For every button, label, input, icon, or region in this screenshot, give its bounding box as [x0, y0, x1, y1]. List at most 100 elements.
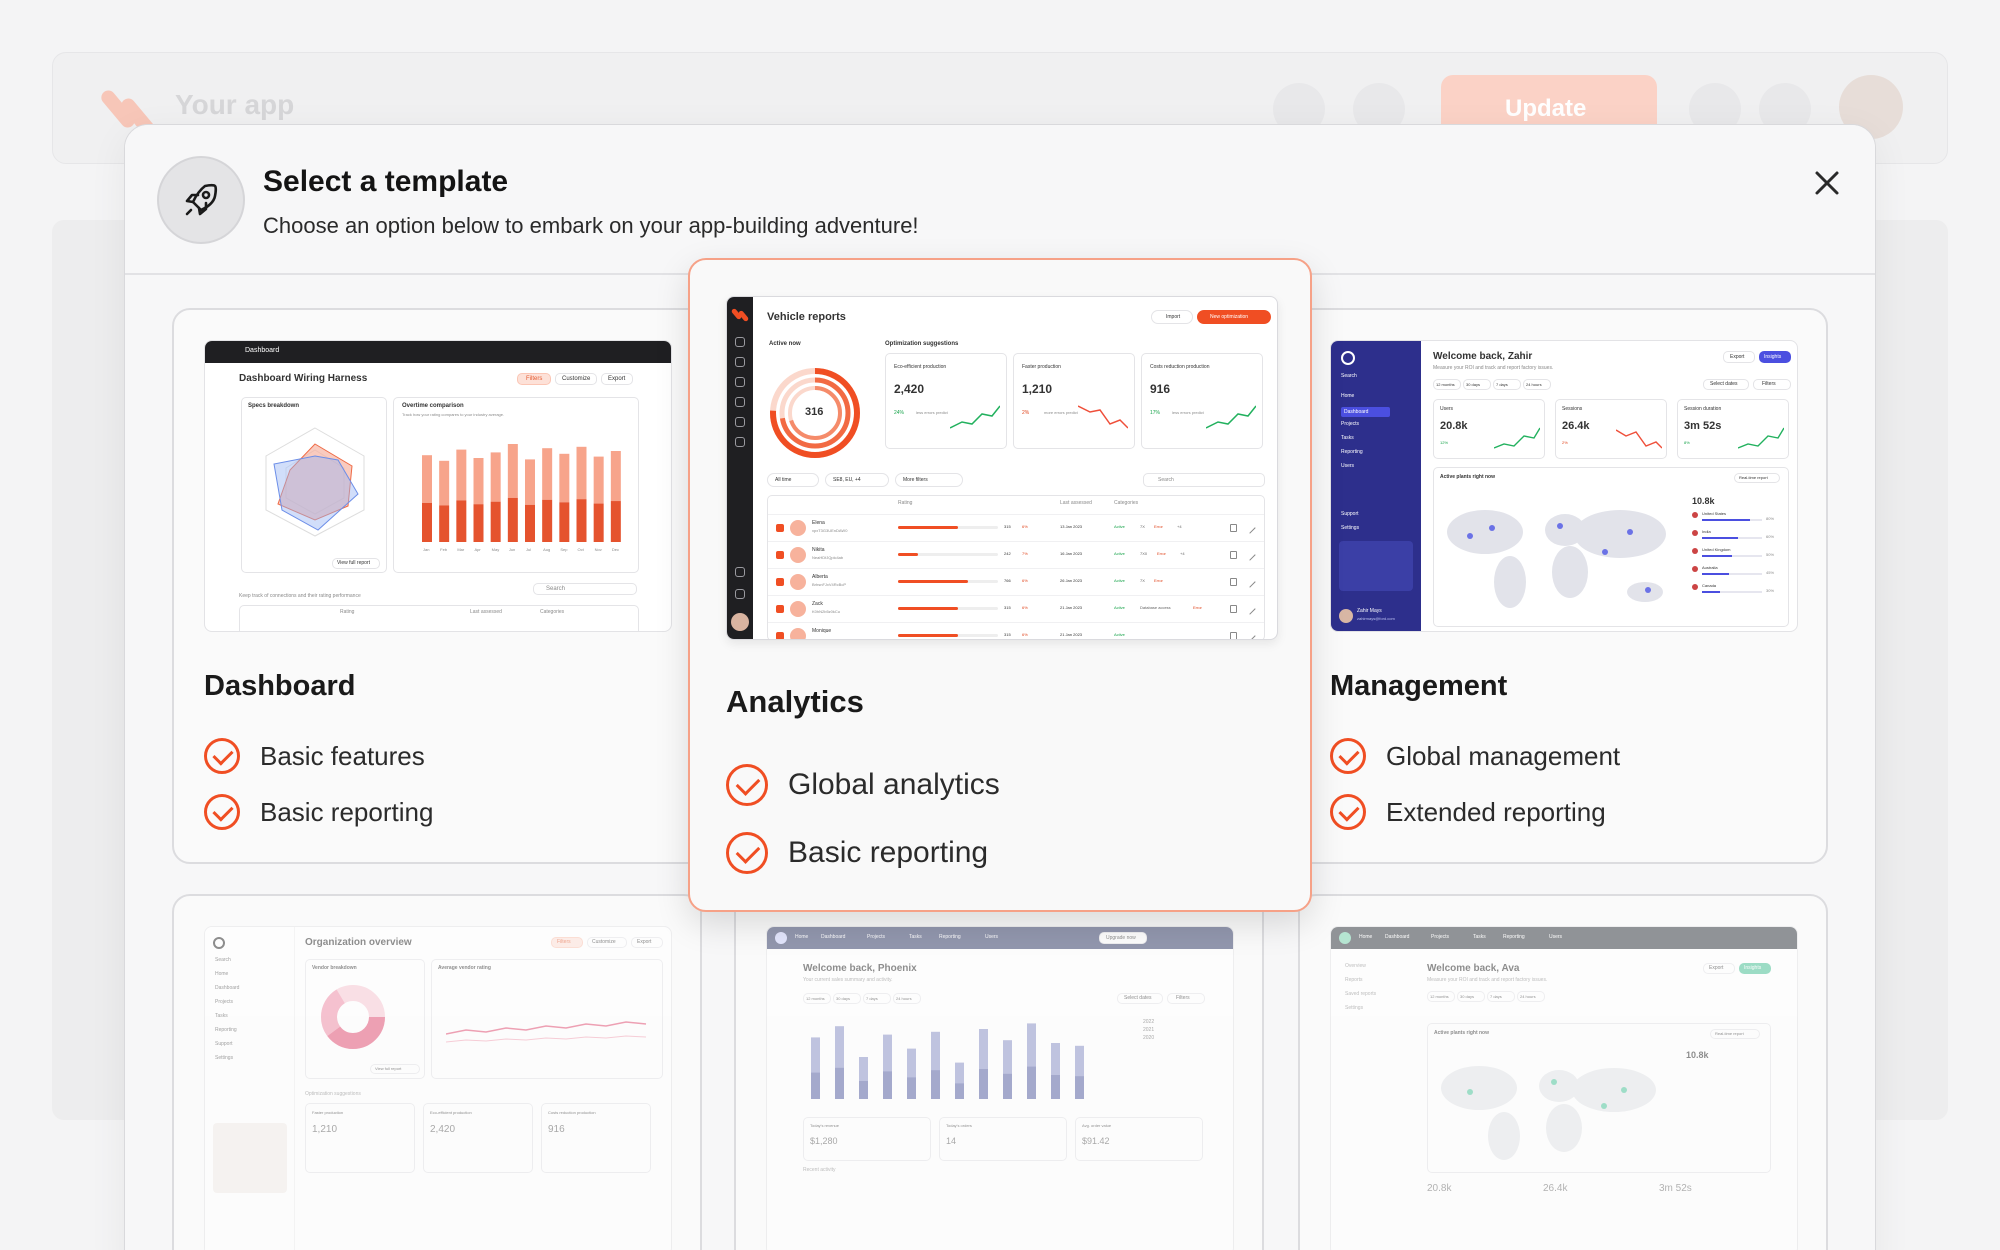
country-bar-fill — [1702, 573, 1729, 575]
row-tag: Active — [1114, 551, 1125, 556]
country-bar — [1702, 519, 1762, 521]
country-bar — [1702, 537, 1762, 539]
country-pct: 80% — [1766, 516, 1775, 521]
kpi-card: Eco-efficient production 2,420 24% less err… — [885, 353, 1007, 449]
row-delta: 7% — [1022, 551, 1028, 556]
bar-top-segment — [456, 449, 467, 501]
row-date: 16 Jan 2023 — [1060, 551, 1083, 556]
sidebar-nav-item: Reports — [1345, 977, 1363, 983]
template-card-operations[interactable]: Home Dashboard Projects Tasks Reporting Users… — [1298, 894, 1828, 1250]
month-tick-label: Nov — [595, 547, 602, 552]
kpi-card: Avg. order value $91.42 — [1075, 1117, 1203, 1161]
range-chip: 7 days — [863, 993, 891, 1004]
row-tag: 7X — [1140, 578, 1145, 583]
row-score: 766 — [1004, 578, 1011, 583]
range-label: 7 days — [866, 996, 878, 1001]
row-tag: Error — [1157, 551, 1166, 556]
row-name: Elena — [812, 520, 825, 526]
topnav-item: Tasks — [909, 934, 922, 940]
country-flag-icon — [1692, 584, 1698, 590]
kpi-label: Faster production — [312, 1110, 344, 1115]
kpi-card: Faster production 1,210 — [305, 1103, 415, 1173]
preview-sidebar: Search Home Dashboard Projects Tasks Reportin… — [1331, 341, 1421, 631]
row-name: Monique — [812, 628, 832, 634]
preview-user-avatar — [731, 613, 749, 631]
edit-icon — [1244, 522, 1256, 534]
template-card-management[interactable]: Search Home Dashboard Projects Tasks Reportin… — [1272, 308, 1828, 864]
range-chip: 7 days — [1487, 991, 1515, 1002]
sidebar-nav-item: Saved reports — [1345, 991, 1377, 997]
row-score: 315 — [1004, 605, 1011, 610]
row-name: Nikita — [812, 547, 825, 553]
kpi-delta: 17% — [1150, 410, 1161, 416]
template-card-analytics[interactable]: Vehicle reports Import New optimization … — [688, 258, 1312, 912]
sparkline-line — [1616, 429, 1662, 449]
kpi-label: Today's revenue — [810, 1123, 840, 1128]
range-chip: 12 months — [1427, 991, 1455, 1002]
check-circle-icon — [726, 764, 768, 806]
nav-icon — [735, 417, 745, 427]
country-pct: 45% — [1766, 570, 1775, 575]
row-date: 13 Jan 2023 — [1060, 524, 1083, 529]
sidebar-nav-item: Dashboard — [215, 985, 240, 991]
row-checkbox — [776, 524, 784, 532]
modal-subtitle: Choose an option below to embark on your… — [263, 213, 919, 238]
donut-chart — [321, 985, 385, 1049]
preview-filters-chip: Filters — [517, 373, 551, 385]
nav-icon — [735, 567, 745, 577]
rating-bar-fill — [898, 634, 958, 637]
bar-top-segment — [525, 459, 535, 505]
country-name: Australia — [1702, 565, 1718, 570]
feature-item: Basic reporting — [726, 832, 988, 874]
kpi-value: 916 — [548, 1124, 565, 1135]
feature-item: Basic features — [204, 738, 425, 774]
country-bar — [1702, 573, 1762, 575]
sales-bar-segment — [1075, 1076, 1084, 1099]
template-card-organization[interactable]: Search Home Dashboard Projects Tasks Reportin… — [172, 894, 702, 1250]
range-chip: 30 days — [1457, 991, 1485, 1002]
close-icon[interactable] — [1805, 161, 1849, 205]
nav-icon — [735, 337, 745, 347]
country-bar-fill — [1702, 519, 1750, 521]
template-card-sales[interactable]: Home Dashboard Projects Tasks Reporting Users… — [734, 894, 1264, 1250]
check-circle-icon — [1330, 794, 1366, 830]
kpi-value: 3m 52s — [1659, 1183, 1692, 1194]
row-tag: Active — [1114, 578, 1125, 583]
rating-bar — [898, 634, 998, 637]
filter-chip: All time — [767, 473, 819, 487]
preview-sidebar — [727, 297, 753, 639]
range-chip: 24 hours — [1523, 379, 1551, 390]
sales-bar — [907, 1048, 916, 1099]
row-id: NeaHDfJQplc4ab — [812, 555, 844, 560]
kpi-note: less errors predict — [916, 410, 948, 415]
modal-header: Select a template Choose an option below… — [125, 125, 1875, 275]
row-id: BrhsnFJxV4RcBcP — [812, 582, 847, 587]
chip-label: SE8, EU, +4 — [833, 477, 861, 483]
template-card-dashboard[interactable]: Dashboard Dashboard Wiring Harness Filte… — [172, 308, 728, 864]
country-bar-fill — [1702, 591, 1720, 593]
template-name: Management — [1330, 670, 1508, 702]
kpi-note: less errors predict — [1172, 410, 1204, 415]
sparkline-line — [1494, 427, 1540, 449]
rating-bar-fill — [898, 607, 958, 610]
edit-icon — [1244, 630, 1256, 639]
sales-bar-segment — [955, 1083, 964, 1099]
feature-item: Basic reporting — [204, 794, 433, 830]
edit-icon — [1244, 603, 1256, 615]
bar-bottom-segment — [525, 504, 535, 542]
preview-map-panel: Active plants right now Real-time report… — [1433, 467, 1789, 627]
country-bar — [1702, 591, 1762, 593]
trash-icon — [1230, 605, 1237, 613]
edit-icon — [1244, 549, 1256, 561]
sidebar-nav-item: Projects — [1341, 421, 1360, 427]
kpi-label: Sessions — [1562, 406, 1583, 412]
sales-bar-segment — [1003, 1073, 1012, 1099]
topnav-item: Home — [795, 934, 809, 940]
sales-bar — [859, 1057, 868, 1099]
row-checkbox — [776, 551, 784, 559]
preview-greeting: Welcome back, Zahir — [1433, 351, 1533, 362]
range-label: 12 months — [806, 996, 825, 1001]
row-checkbox — [776, 578, 784, 586]
country-flag-icon — [1692, 548, 1698, 554]
sales-bar — [811, 1037, 820, 1099]
